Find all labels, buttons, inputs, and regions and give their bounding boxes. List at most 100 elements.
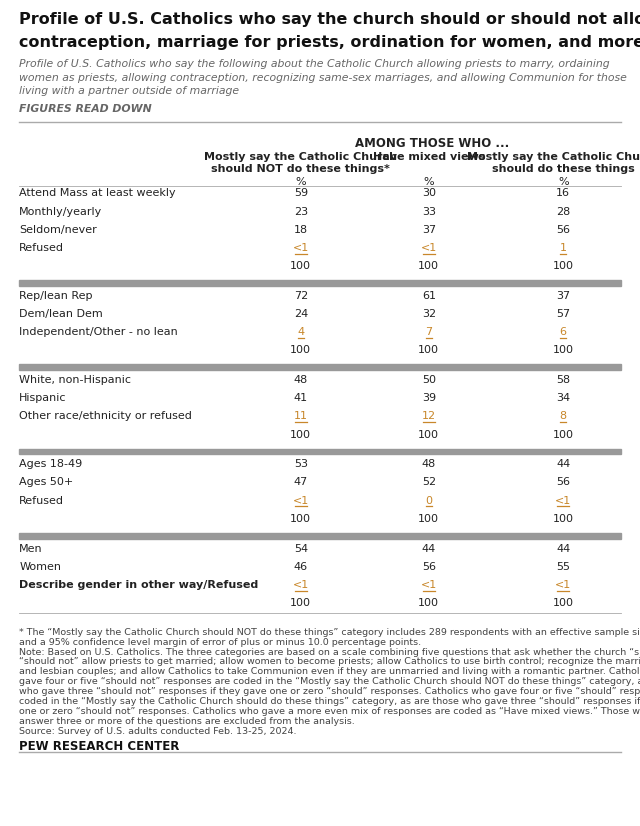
Text: %: % [558, 177, 568, 187]
Text: 41: 41 [294, 393, 308, 403]
Bar [19, 533, 621, 539]
Text: * The “Mostly say the Catholic Church should NOT do these things” category inclu: * The “Mostly say the Catholic Church sh… [19, 628, 640, 637]
Text: coded in the “Mostly say the Catholic Church should do these things” category, a: coded in the “Mostly say the Catholic Ch… [19, 697, 640, 706]
Text: 56: 56 [422, 562, 436, 572]
Text: 100: 100 [553, 430, 573, 439]
Text: Men: Men [19, 544, 43, 553]
Text: 44: 44 [556, 459, 570, 469]
Text: <1: <1 [292, 580, 309, 590]
Text: 11: 11 [294, 411, 308, 421]
Text: and lesbian couples; and allow Catholics to take Communion even if they are unma: and lesbian couples; and allow Catholics… [19, 667, 640, 676]
Text: Have mixed views: Have mixed views [372, 152, 485, 162]
Text: Dem/lean Dem: Dem/lean Dem [19, 309, 103, 319]
Text: “should not” allow priests to get married; allow women to become priests; allow : “should not” allow priests to get marrie… [19, 657, 640, 667]
Text: 100: 100 [419, 598, 439, 608]
Text: 16: 16 [556, 188, 570, 198]
Text: 46: 46 [294, 562, 308, 572]
Text: 37: 37 [556, 291, 570, 301]
Text: women as priests, allowing contraception, recognizing same-sex marriages, and al: women as priests, allowing contraception… [19, 73, 627, 83]
Text: Profile of U.S. Catholics who say the following about the Catholic Church allowi: Profile of U.S. Catholics who say the fo… [19, 59, 610, 69]
Text: 100: 100 [291, 261, 311, 271]
Text: 53: 53 [294, 459, 308, 469]
Text: <1: <1 [555, 580, 572, 590]
Text: 32: 32 [422, 309, 436, 319]
Text: 100: 100 [291, 514, 311, 524]
Text: Hispanic: Hispanic [19, 393, 67, 403]
Text: Ages 18-49: Ages 18-49 [19, 459, 83, 469]
Text: <1: <1 [420, 580, 437, 590]
Text: Rep/lean Rep: Rep/lean Rep [19, 291, 93, 301]
Text: Describe gender in other way/Refused: Describe gender in other way/Refused [19, 580, 259, 590]
Text: Seldom/never: Seldom/never [19, 225, 97, 235]
Text: 50: 50 [422, 375, 436, 385]
Text: 23: 23 [294, 206, 308, 216]
Text: 39: 39 [422, 393, 436, 403]
Text: %: % [296, 177, 306, 187]
Text: 47: 47 [294, 477, 308, 487]
Text: should NOT do these things*: should NOT do these things* [211, 164, 390, 173]
Text: 100: 100 [419, 345, 439, 355]
Text: 58: 58 [556, 375, 570, 385]
Text: 61: 61 [422, 291, 436, 301]
Text: 12: 12 [422, 411, 436, 421]
Text: living with a partner outside of marriage: living with a partner outside of marriag… [19, 86, 239, 96]
Text: should do these things: should do these things [492, 164, 635, 173]
Text: 100: 100 [553, 598, 573, 608]
Text: 7: 7 [425, 327, 433, 337]
Text: 55: 55 [556, 562, 570, 572]
Text: 24: 24 [294, 309, 308, 319]
Text: 52: 52 [422, 477, 436, 487]
Text: 100: 100 [553, 261, 573, 271]
Text: Women: Women [19, 562, 61, 572]
Text: gave four or five “should not” responses are coded in the “Mostly say the Cathol: gave four or five “should not” responses… [19, 677, 640, 686]
Text: 100: 100 [419, 261, 439, 271]
Text: and a 95% confidence level margin of error of plus or minus 10.0 percentage poin: and a 95% confidence level margin of err… [19, 638, 421, 647]
Text: 48: 48 [422, 459, 436, 469]
Text: 44: 44 [556, 544, 570, 553]
Bar [19, 364, 621, 370]
Text: 100: 100 [419, 514, 439, 524]
Text: Mostly say the Catholic Church: Mostly say the Catholic Church [467, 152, 640, 162]
Text: 30: 30 [422, 188, 436, 198]
Text: 28: 28 [556, 206, 570, 216]
Text: 54: 54 [294, 544, 308, 553]
Text: Profile of U.S. Catholics who say the church should or should not allow: Profile of U.S. Catholics who say the ch… [19, 12, 640, 27]
Text: <1: <1 [292, 243, 309, 253]
Text: FIGURES READ DOWN: FIGURES READ DOWN [19, 104, 152, 114]
Text: <1: <1 [292, 496, 309, 506]
Text: Source: Survey of U.S. adults conducted Feb. 13-25, 2024.: Source: Survey of U.S. adults conducted … [19, 727, 297, 736]
Text: Refused: Refused [19, 243, 64, 253]
Text: contraception, marriage for priests, ordination for women, and more: contraception, marriage for priests, ord… [19, 35, 640, 50]
Text: Ages 50+: Ages 50+ [19, 477, 74, 487]
Text: 33: 33 [422, 206, 436, 216]
Text: 100: 100 [553, 514, 573, 524]
Text: <1: <1 [555, 496, 572, 506]
Text: 48: 48 [294, 375, 308, 385]
Text: 6: 6 [560, 327, 566, 337]
Text: Other race/ethnicity or refused: Other race/ethnicity or refused [19, 411, 192, 421]
Text: 100: 100 [553, 345, 573, 355]
Text: Monthly/yearly: Monthly/yearly [19, 206, 102, 216]
Text: 59: 59 [294, 188, 308, 198]
Text: <1: <1 [420, 243, 437, 253]
Text: Note: Based on U.S. Catholics. The three categories are based on a scale combini: Note: Based on U.S. Catholics. The three… [19, 648, 640, 657]
Text: PEW RESEARCH CENTER: PEW RESEARCH CENTER [19, 740, 180, 753]
Text: 100: 100 [291, 345, 311, 355]
Text: answer three or more of the questions are excluded from the analysis.: answer three or more of the questions ar… [19, 717, 355, 726]
Text: %: % [424, 177, 434, 187]
Text: who gave three “should not” responses if they gave one or zero “should” response: who gave three “should not” responses if… [19, 687, 640, 696]
Text: 37: 37 [422, 225, 436, 235]
Text: 56: 56 [556, 477, 570, 487]
Text: 100: 100 [419, 430, 439, 439]
Text: Attend Mass at least weekly: Attend Mass at least weekly [19, 188, 176, 198]
Text: one or zero “should not” responses. Catholics who gave a more even mix of respon: one or zero “should not” responses. Cath… [19, 707, 640, 716]
Bar [19, 449, 621, 454]
Text: 72: 72 [294, 291, 308, 301]
Text: 57: 57 [556, 309, 570, 319]
Text: Independent/Other - no lean: Independent/Other - no lean [19, 327, 178, 337]
Text: 44: 44 [422, 544, 436, 553]
Bar [19, 280, 621, 286]
Text: 1: 1 [560, 243, 566, 253]
Text: 34: 34 [556, 393, 570, 403]
Text: 8: 8 [559, 411, 567, 421]
